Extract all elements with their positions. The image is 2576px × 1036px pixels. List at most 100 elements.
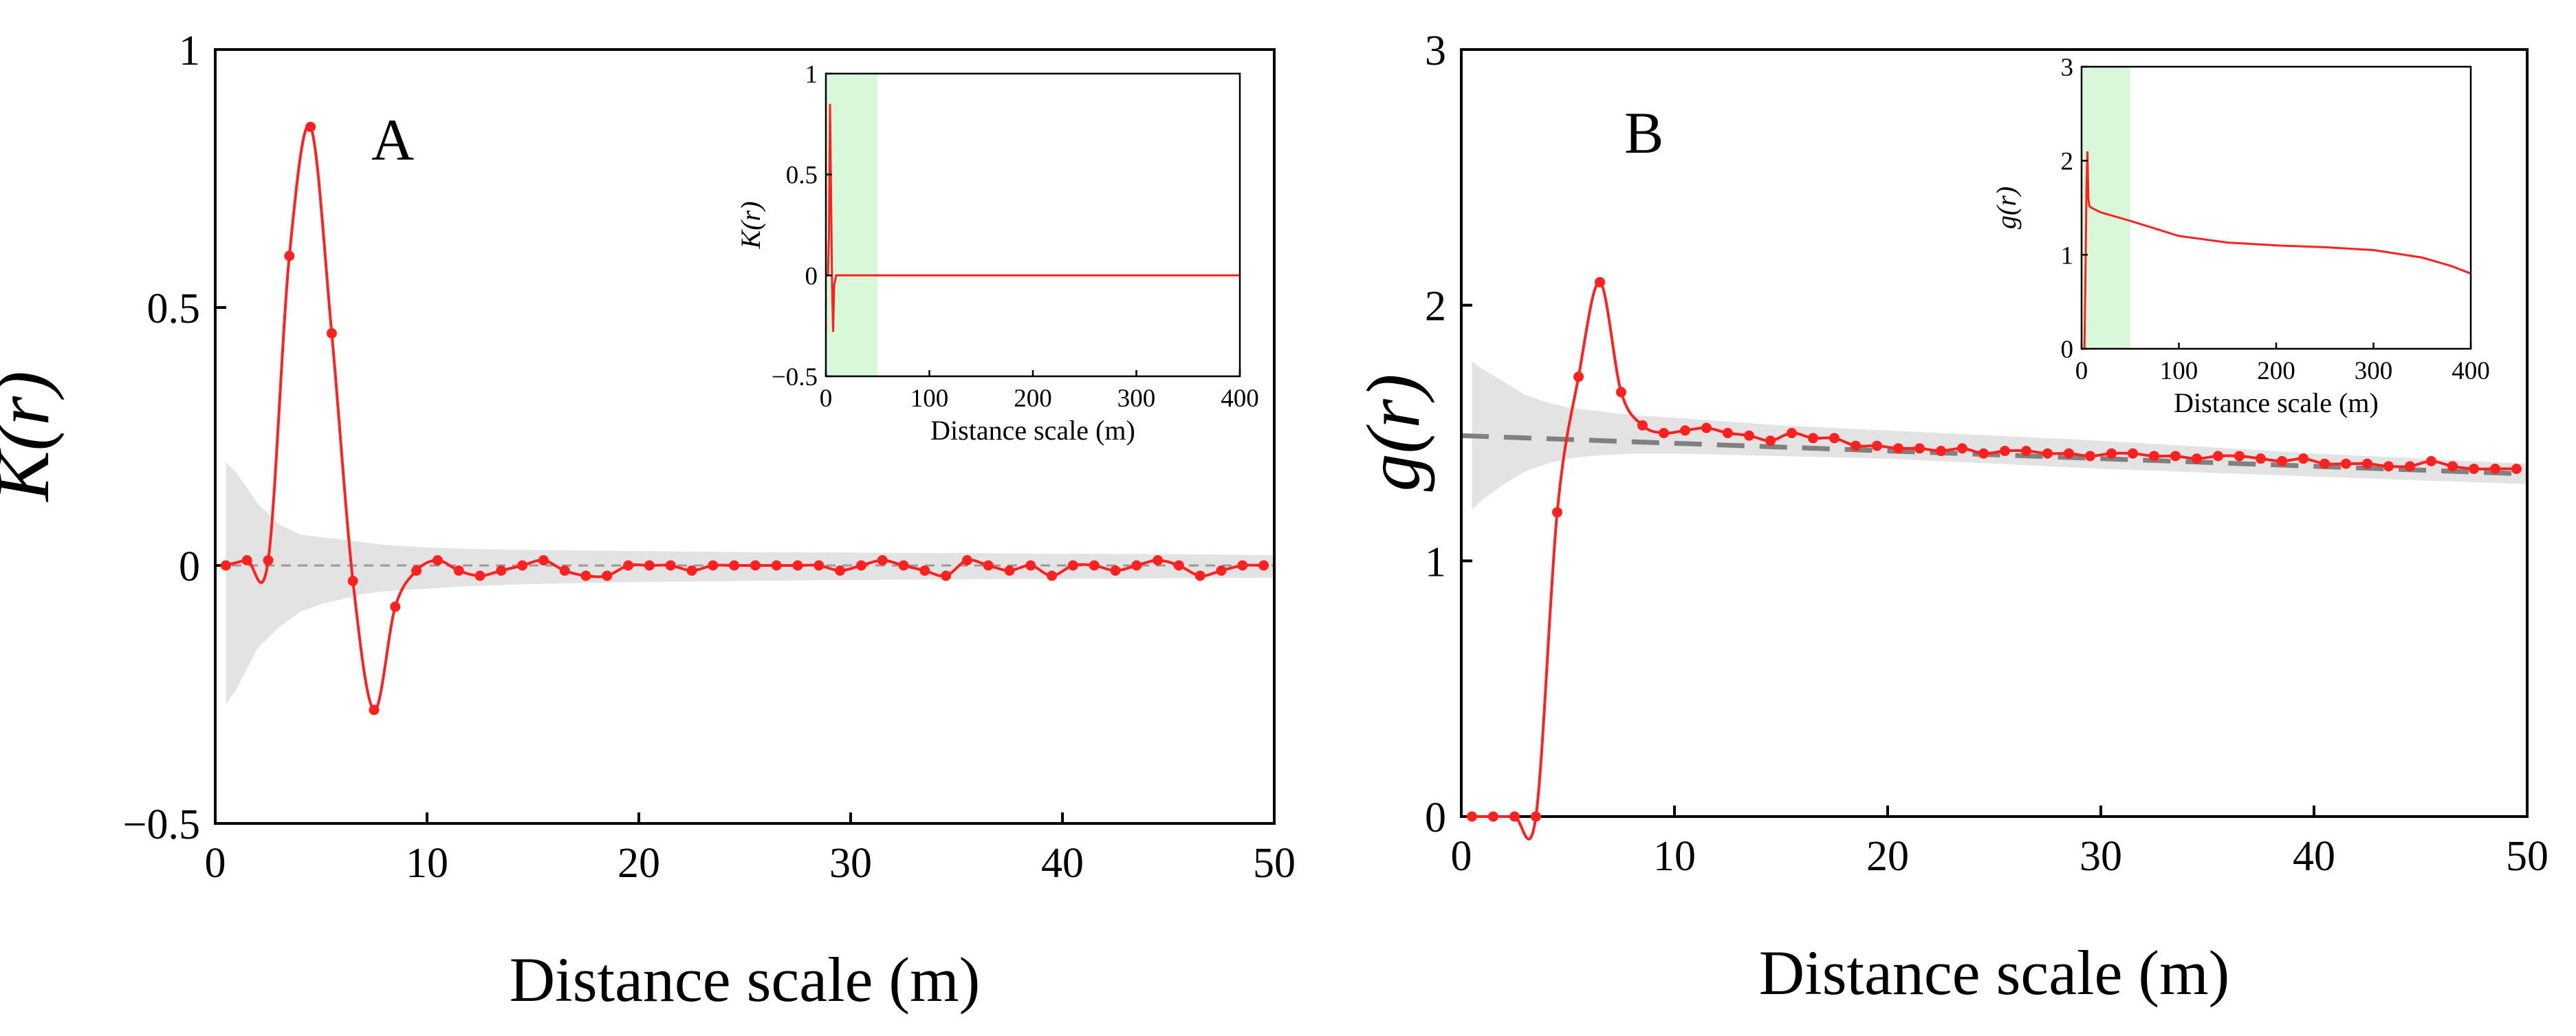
data-point bbox=[1467, 811, 1477, 822]
inset-y-tick-label: 1 bbox=[805, 61, 818, 89]
y-tick-label: 0 bbox=[179, 543, 200, 590]
data-point bbox=[411, 565, 422, 576]
inset-y-tick-label: −0.5 bbox=[772, 363, 818, 391]
data-point bbox=[369, 704, 380, 715]
data-point bbox=[2298, 453, 2308, 464]
data-point bbox=[1978, 448, 1989, 459]
y-tick-label: 0.5 bbox=[147, 285, 201, 332]
plot-frame bbox=[214, 48, 1276, 825]
data-point bbox=[623, 560, 634, 571]
data-point bbox=[1173, 560, 1184, 571]
inset-observed-line bbox=[2082, 151, 2471, 350]
inset-background bbox=[2082, 67, 2471, 349]
data-point bbox=[453, 565, 464, 576]
inset-x-tick-label: 0 bbox=[2075, 357, 2088, 385]
expected-dashed-line bbox=[1461, 433, 2528, 477]
x-tick-label: 20 bbox=[618, 840, 660, 887]
data-point bbox=[1131, 560, 1142, 571]
data-point bbox=[1723, 428, 1733, 438]
data-point bbox=[1787, 428, 1797, 438]
inset-x-tick-label: 200 bbox=[1014, 385, 1052, 413]
inset-y-tick-label: 0 bbox=[805, 262, 818, 290]
data-point bbox=[1872, 440, 1882, 451]
data-point bbox=[241, 555, 252, 565]
data-point bbox=[2469, 464, 2479, 475]
data-point bbox=[263, 555, 274, 565]
data-point bbox=[1851, 440, 1861, 451]
data-point bbox=[1258, 560, 1269, 571]
data-point bbox=[2192, 453, 2202, 464]
data-point bbox=[644, 560, 655, 571]
inset-y-tick-label: 0.5 bbox=[786, 162, 818, 190]
x-tick-label: 10 bbox=[1653, 833, 1696, 880]
data-point bbox=[2341, 458, 2351, 469]
data-point bbox=[898, 560, 909, 571]
data-point bbox=[1067, 560, 1078, 571]
panel-label: B bbox=[1624, 100, 1663, 166]
data-point bbox=[1808, 433, 1818, 444]
simulation-envelope bbox=[226, 462, 1274, 705]
data-point bbox=[1237, 560, 1248, 571]
x-tick-label: 20 bbox=[1866, 833, 1909, 880]
data-point bbox=[2213, 451, 2223, 462]
data-point bbox=[1552, 507, 1562, 518]
data-point bbox=[559, 565, 570, 576]
data-point bbox=[877, 555, 888, 565]
data-point bbox=[2234, 451, 2245, 462]
inset-shaded-region bbox=[2082, 67, 2130, 349]
data-point bbox=[1153, 555, 1164, 565]
data-point bbox=[2106, 448, 2117, 459]
x-tick-label: 50 bbox=[1253, 840, 1296, 887]
y-tick-label: 3 bbox=[1425, 28, 1446, 74]
data-point bbox=[1089, 560, 1100, 571]
data-point bbox=[474, 570, 485, 581]
data-point bbox=[2511, 464, 2522, 475]
data-point bbox=[390, 601, 401, 612]
data-point bbox=[602, 570, 613, 581]
data-point bbox=[2362, 458, 2372, 469]
x-tick-label: 0 bbox=[205, 840, 226, 887]
inset-x-tick-label: 300 bbox=[2355, 357, 2393, 385]
data-point bbox=[580, 570, 591, 581]
data-point bbox=[1659, 428, 1669, 438]
y-tick-label: 0 bbox=[1425, 795, 1446, 841]
inset-x-axis-label: Distance scale (m) bbox=[2174, 387, 2379, 418]
data-point bbox=[835, 565, 846, 576]
x-axis-label: Distance scale (m) bbox=[510, 945, 981, 1015]
data-point bbox=[496, 565, 507, 576]
data-point bbox=[2320, 458, 2330, 469]
inset-x-tick-label: 300 bbox=[1117, 385, 1156, 413]
data-point bbox=[1595, 277, 1605, 288]
inset-x-tick-label: 400 bbox=[1221, 385, 1259, 413]
data-point bbox=[750, 560, 761, 571]
inset-x-tick-label: 400 bbox=[2452, 357, 2490, 385]
data-point bbox=[517, 560, 528, 571]
inset-y-tick-label: 0 bbox=[2061, 336, 2074, 364]
inset-y-axis-label: g(r) bbox=[1991, 186, 2022, 229]
data-point bbox=[284, 250, 295, 261]
y-tick-label: 2 bbox=[1425, 283, 1446, 330]
data-point bbox=[1531, 811, 1541, 822]
y-tick-label: 1 bbox=[179, 28, 200, 74]
inset-observed-line bbox=[826, 103, 1240, 332]
data-point bbox=[538, 555, 549, 565]
inset-x-tick-label: 0 bbox=[820, 385, 833, 413]
inset-y-tick-label: 1 bbox=[2061, 241, 2074, 270]
data-point bbox=[2021, 446, 2031, 457]
data-point bbox=[1047, 570, 1058, 581]
x-tick-label: 30 bbox=[2080, 833, 2122, 880]
data-point bbox=[1765, 435, 1776, 446]
x-tick-label: 30 bbox=[829, 840, 872, 887]
y-tick-label: −0.5 bbox=[123, 801, 200, 848]
data-point bbox=[2490, 464, 2500, 475]
inset-y-axis-label: K(r) bbox=[735, 202, 766, 250]
data-point bbox=[2405, 461, 2415, 472]
x-tick-label: 50 bbox=[2506, 833, 2548, 880]
panel-label: A bbox=[371, 107, 414, 173]
data-point bbox=[2426, 455, 2436, 466]
data-point bbox=[305, 122, 316, 132]
x-tick-label: 40 bbox=[1041, 840, 1084, 887]
